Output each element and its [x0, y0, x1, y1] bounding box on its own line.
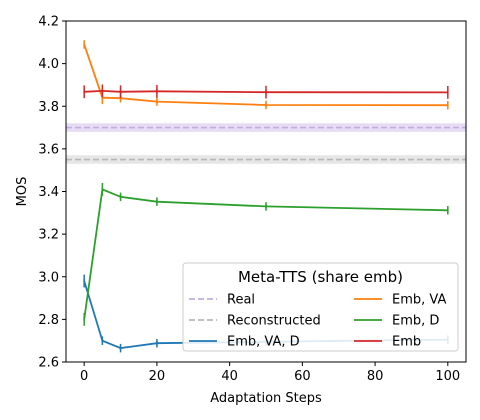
y-tick-label: 3.2	[38, 228, 59, 243]
y-tick-label: 3.6	[38, 142, 59, 157]
legend-label: Emb, VA	[392, 293, 446, 308]
x-tick-label: 20	[149, 369, 166, 384]
series-3	[83, 84, 449, 99]
y-axis-label: MOS	[15, 177, 30, 207]
x-tick-label: 40	[221, 369, 238, 384]
reference-bands	[66, 123, 466, 164]
y-tick-label: 4.0	[38, 57, 59, 72]
legend-label: Emb, D	[392, 314, 439, 329]
legend-label: Real	[227, 293, 255, 308]
y-tick-label: 2.6	[38, 356, 59, 371]
series-line	[84, 89, 448, 94]
legend-box	[182, 262, 459, 352]
legend: Meta-TTS (share emb) Real Reconstructed Em…	[182, 262, 459, 352]
x-tick-label: 60	[294, 369, 311, 384]
x-tick-label: 80	[367, 369, 384, 384]
y-tick-label: 4.2	[38, 15, 59, 30]
y-axis-ticks: 2.6 2.8 3.0 3.2 3.4 3.6 3.8 4.0 4.2	[38, 15, 66, 371]
legend-label: Emb, VA, D	[227, 335, 300, 350]
series-1	[83, 40, 449, 110]
legend-items: Real Reconstructed Emb, VA, D Emb, VA Emb, D…	[189, 293, 446, 350]
y-tick-label: 3.4	[38, 185, 59, 200]
legend-label: Emb	[392, 335, 421, 350]
x-tick-label: 100	[435, 369, 460, 384]
y-tick-label: 3.0	[38, 270, 59, 285]
series-2	[83, 182, 449, 326]
y-tick-label: 2.8	[38, 313, 59, 328]
series-line	[83, 188, 448, 320]
legend-title: Meta-TTS (share emb)	[238, 268, 403, 286]
x-axis-label: Adaptation Steps	[210, 391, 322, 406]
x-axis-ticks: 0 20 40 60 80 100	[80, 362, 460, 384]
legend-label: Reconstructed	[227, 314, 321, 329]
y-tick-label: 3.8	[38, 100, 59, 115]
x-tick-label: 0	[80, 369, 88, 384]
series-line	[83, 44, 448, 107]
